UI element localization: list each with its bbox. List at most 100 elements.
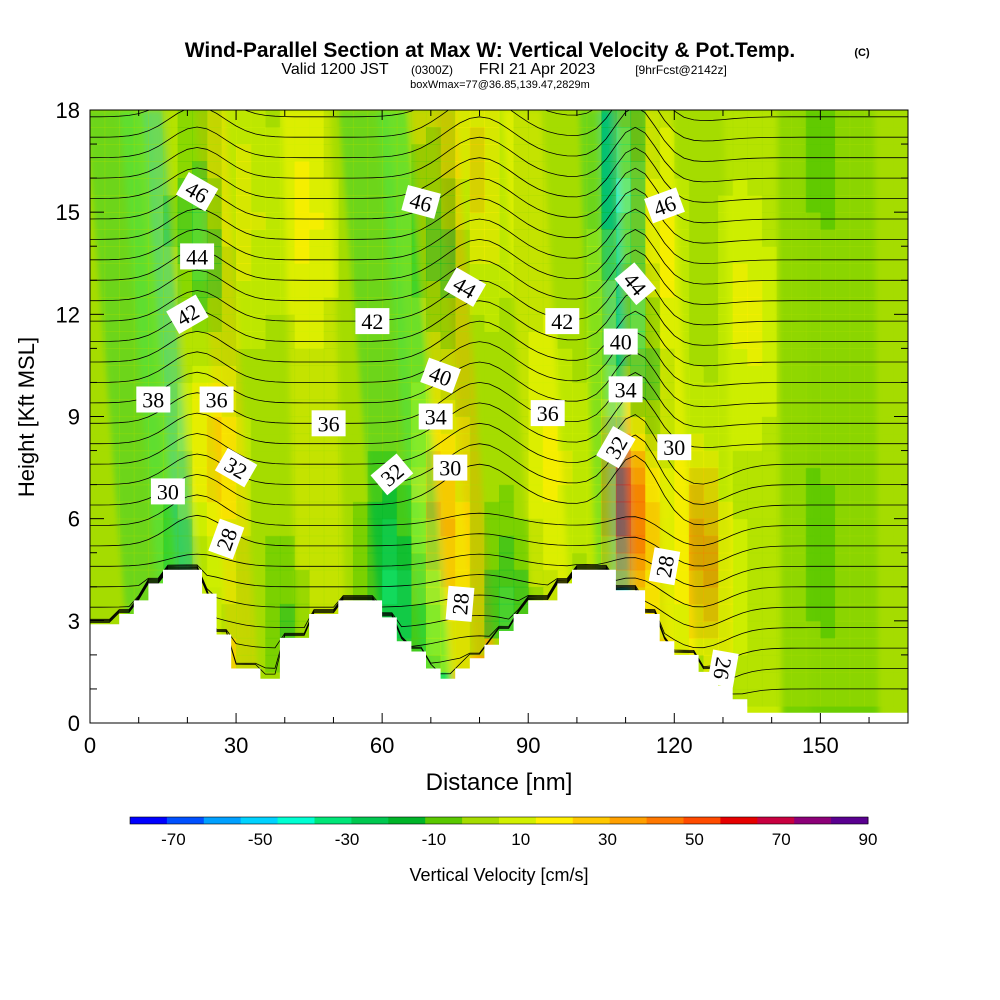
velocity-cell <box>834 501 851 520</box>
velocity-cell <box>513 229 529 247</box>
velocity-cell <box>279 195 296 213</box>
velocity-cell <box>148 110 164 128</box>
velocity-cell <box>163 365 179 384</box>
velocity-cell <box>674 382 690 401</box>
velocity-cell <box>557 263 573 281</box>
velocity-cell <box>192 110 208 128</box>
velocity-cell <box>119 416 135 435</box>
velocity-cell <box>674 246 690 264</box>
velocity-cell <box>90 110 106 128</box>
velocity-cell <box>411 467 427 486</box>
velocity-cell <box>119 382 135 401</box>
theta-label-text: 34 <box>615 377 637 402</box>
velocity-cell <box>352 416 369 435</box>
colorbar-swatch <box>203 817 242 824</box>
velocity-cell <box>834 314 851 332</box>
velocity-cell <box>440 501 456 520</box>
velocity-cell <box>367 399 383 418</box>
velocity-cell <box>367 212 383 230</box>
velocity-cell <box>177 450 193 469</box>
velocity-cell <box>688 144 705 162</box>
velocity-cell <box>484 518 500 537</box>
theta-label: 36 <box>311 410 346 437</box>
colorbar-swatch <box>277 817 315 824</box>
colorbar-swatch <box>499 817 537 824</box>
velocity-cell <box>250 586 266 605</box>
velocity-cell <box>834 654 851 673</box>
velocity-cell <box>761 348 778 367</box>
velocity-cell <box>352 450 369 469</box>
velocity-cell <box>688 586 705 605</box>
velocity-cell <box>718 399 734 418</box>
velocity-cell <box>572 195 588 213</box>
velocity-cell <box>834 178 851 196</box>
velocity-cell <box>499 450 515 469</box>
velocity-cell <box>382 365 398 384</box>
velocity-cell <box>250 569 266 588</box>
velocity-cell <box>309 501 325 520</box>
velocity-cell <box>674 314 690 332</box>
velocity-cell <box>805 535 821 554</box>
velocity-cell <box>893 535 908 554</box>
velocity-cell <box>878 144 894 162</box>
velocity-cell <box>878 280 894 298</box>
velocity-cell <box>878 195 894 213</box>
velocity-cell <box>805 569 821 588</box>
velocity-cell <box>104 178 120 196</box>
velocity-cell <box>513 552 529 571</box>
velocity-cell <box>820 280 836 298</box>
velocity-cell <box>645 229 661 247</box>
velocity-cell <box>265 127 281 145</box>
velocity-cell <box>396 314 412 332</box>
velocity-cell <box>177 212 193 230</box>
theta-label-box <box>166 294 209 335</box>
velocity-cell <box>163 127 179 145</box>
velocity-cell <box>732 399 748 418</box>
velocity-cell <box>732 178 748 196</box>
velocity-cell <box>192 212 208 230</box>
velocity-cell <box>805 127 821 145</box>
velocity-cell <box>703 586 719 605</box>
velocity-cell <box>411 229 427 247</box>
velocity-cell <box>163 212 179 230</box>
velocity-cell <box>732 535 748 554</box>
velocity-cell <box>703 416 719 435</box>
velocity-cell <box>776 603 792 622</box>
velocity-cell <box>382 144 398 162</box>
velocity-cell <box>645 450 661 469</box>
velocity-cell <box>396 484 412 503</box>
velocity-cell <box>236 637 252 656</box>
velocity-cell <box>601 297 617 315</box>
velocity-cell <box>177 399 193 418</box>
velocity-cell <box>747 110 763 128</box>
theta-label: 34 <box>418 403 453 430</box>
velocity-cell <box>367 416 383 435</box>
velocity-cell <box>776 688 792 707</box>
velocity-cell <box>572 552 588 571</box>
theta-contour <box>90 567 908 668</box>
velocity-cell <box>192 365 208 384</box>
velocity-cell <box>411 552 427 571</box>
velocity-cell <box>163 110 179 128</box>
velocity-cell <box>761 212 778 230</box>
velocity-cell <box>148 297 164 315</box>
velocity-cell <box>455 195 471 213</box>
velocity-cell <box>747 399 763 418</box>
velocity-cell <box>659 501 675 520</box>
velocity-cell <box>659 416 675 435</box>
velocity-cell <box>119 399 135 418</box>
velocity-cell <box>864 144 880 162</box>
velocity-cell <box>265 280 281 298</box>
velocity-cell <box>323 433 339 452</box>
velocity-cell <box>221 178 237 196</box>
velocity-cell <box>791 603 807 622</box>
velocity-cell <box>265 484 281 503</box>
velocity-cell <box>163 348 179 367</box>
colorbar-tick-label: -70 <box>161 830 186 849</box>
velocity-cell <box>104 450 120 469</box>
velocity-cell <box>586 280 602 298</box>
velocity-cell <box>425 501 442 520</box>
velocity-cell <box>265 178 281 196</box>
velocity-cell <box>323 263 339 281</box>
velocity-cell <box>411 127 427 145</box>
